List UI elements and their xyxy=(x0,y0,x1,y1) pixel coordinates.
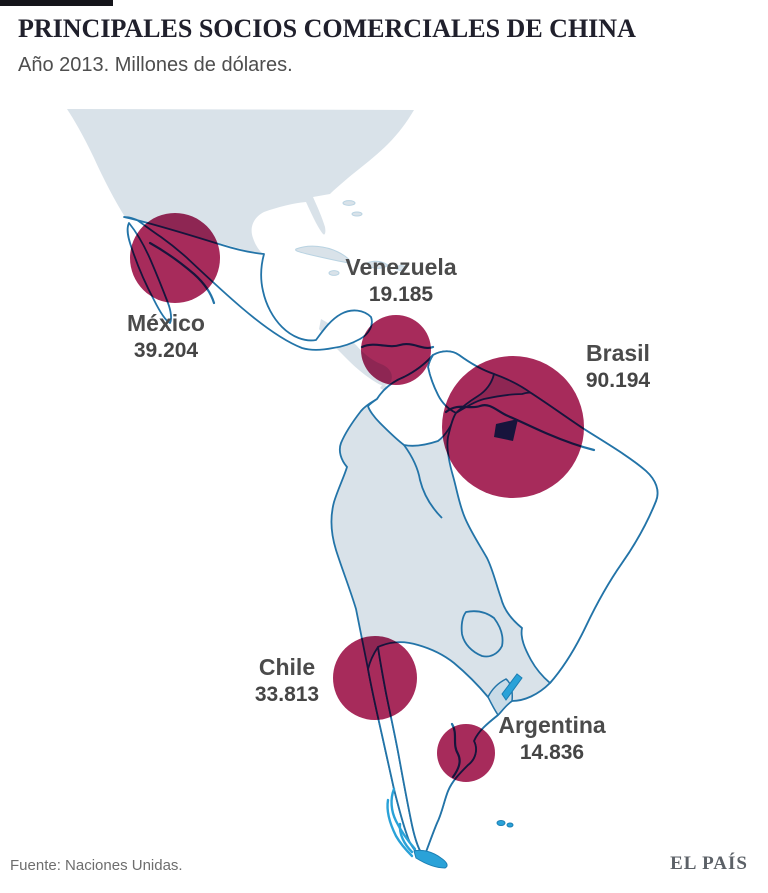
island-tierra-del-fuego xyxy=(413,849,448,869)
rio-de-la-plata xyxy=(501,673,523,701)
label-argentina: Argentina 14.836 xyxy=(498,712,605,766)
bubbles-layer xyxy=(130,213,584,782)
fjords-patagonia-1 xyxy=(390,787,417,851)
label-venezuela: Venezuela 19.185 xyxy=(345,254,456,308)
fjords-patagonia-3 xyxy=(398,822,414,854)
country-name: Venezuela xyxy=(345,254,457,280)
top-accent-bar xyxy=(0,0,113,6)
page-subtitle: Año 2013. Millones de dólares. xyxy=(18,54,293,76)
island-puerto-rico xyxy=(395,265,407,271)
fjords-patagonia-2 xyxy=(386,798,414,858)
island-falklands-1 xyxy=(496,820,506,826)
island-hispaniola xyxy=(366,260,389,269)
border-peru xyxy=(403,444,443,519)
source-note: Fuente: Naciones Unidas. xyxy=(10,857,183,874)
country-name: Brasil xyxy=(586,340,650,366)
island-bahamas-2 xyxy=(351,211,363,217)
bubble-argentina xyxy=(437,724,495,782)
publisher-logo: EL PAÍS xyxy=(670,853,748,874)
label-chile: Chile 33.813 xyxy=(255,654,319,708)
country-name: México xyxy=(127,310,205,336)
island-bahamas xyxy=(342,200,356,206)
bubble-chile xyxy=(333,636,417,720)
country-value: 90.194 xyxy=(585,369,651,392)
country-name: Argentina xyxy=(498,712,606,738)
country-value: 19.185 xyxy=(368,283,434,306)
country-name: Chile xyxy=(258,654,316,680)
country-value: 33.813 xyxy=(254,683,320,706)
label-mexico: México 39.204 xyxy=(127,310,205,364)
bubble-mexico xyxy=(130,213,220,303)
island-jamaica xyxy=(328,270,340,276)
page-title: PRINCIPALES SOCIOS COMERCIALES DE CHINA xyxy=(18,14,636,43)
land-usa xyxy=(67,109,414,255)
bubble-venezuela xyxy=(361,315,431,385)
border-paraguay xyxy=(460,610,504,658)
island-falklands-2 xyxy=(506,822,514,828)
bubble-brasil xyxy=(442,356,584,498)
label-brasil: Brasil 90.194 xyxy=(586,340,650,394)
country-value: 39.204 xyxy=(133,339,199,362)
country-value: 14.836 xyxy=(519,741,585,764)
island-cuba xyxy=(295,245,351,264)
